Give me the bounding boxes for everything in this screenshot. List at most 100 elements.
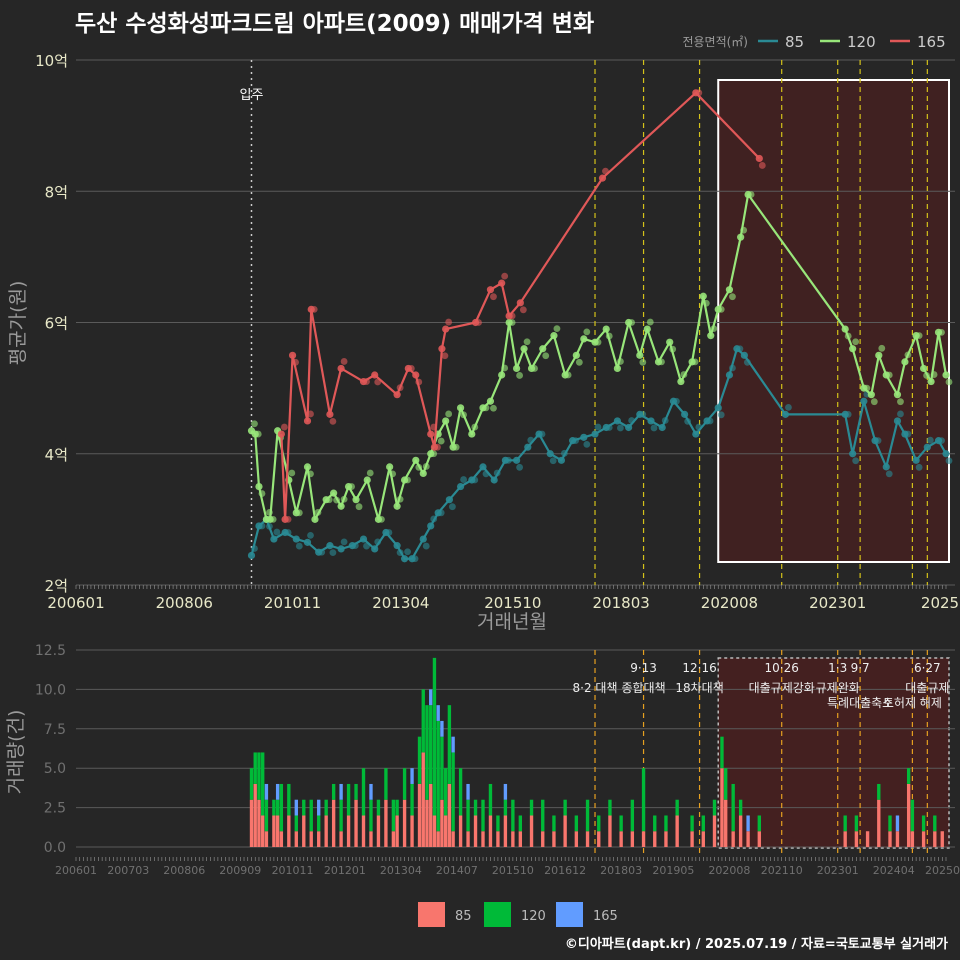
data-point-120 [580, 335, 588, 343]
bar-segment-85 [391, 831, 396, 847]
data-point-85 [393, 542, 401, 550]
transaction-point-120 [639, 358, 647, 366]
transaction-point-120 [269, 515, 277, 523]
transaction-point-120 [437, 437, 445, 445]
transaction-point-85 [363, 542, 370, 550]
bar-segment-85 [261, 815, 265, 847]
bar-segment-120 [466, 799, 470, 832]
bar-segment-120 [541, 799, 545, 832]
y-axis-title-bottom: 거래량(건) [5, 710, 27, 795]
bar-segment-120 [585, 799, 590, 832]
data-point-120 [363, 476, 371, 484]
policy-date-label: 10·26 [765, 661, 799, 675]
transaction-point-85 [527, 436, 535, 444]
data-point-120 [539, 345, 547, 353]
data-point-120 [330, 489, 338, 497]
policy-date-label: 1·3 [828, 661, 847, 675]
transaction-point-85 [729, 364, 736, 372]
bar-segment-85 [731, 831, 735, 847]
transaction-point-120 [729, 293, 736, 301]
policy-name-label: 종합대책 [621, 680, 665, 695]
transaction-point-120 [863, 384, 871, 392]
bar-segment-120 [608, 799, 612, 816]
transaction-point-165 [280, 423, 288, 431]
x-tick-label-bottom: 200601 [55, 864, 97, 877]
bar-segment-85 [865, 831, 870, 847]
x-tick-label-bottom: 201510 [492, 864, 534, 877]
transaction-point-85 [572, 437, 580, 445]
data-point-85 [419, 535, 427, 543]
y-tick-label: 10억 [35, 52, 68, 70]
transaction-point-120 [254, 430, 262, 438]
bar-segment-120 [933, 815, 937, 832]
transaction-point-120 [501, 364, 509, 372]
data-point-85 [427, 522, 435, 530]
bar-segment-85 [529, 815, 534, 847]
transaction-point-120 [508, 319, 516, 326]
transaction-point-120 [617, 358, 624, 365]
data-point-85 [714, 404, 722, 412]
bar-segment-120 [552, 815, 556, 832]
move-in-label: 입주 [240, 88, 264, 103]
data-point-120 [303, 463, 312, 471]
bar-segment-85 [488, 815, 493, 847]
data-point-85 [513, 456, 521, 464]
bar-segment-120 [391, 799, 396, 832]
legend-label-bottom-120: 120 [521, 909, 546, 924]
transaction-point-85 [295, 542, 303, 550]
bar-segment-120 [529, 799, 534, 816]
transaction-point-165 [508, 312, 516, 320]
bar-segment-85 [720, 768, 724, 847]
transaction-point-85 [673, 397, 680, 405]
bar-segment-120 [425, 705, 429, 800]
x-tick-label-bottom: 200909 [219, 864, 261, 877]
transaction-point-120 [314, 508, 322, 516]
data-point-120 [841, 325, 849, 333]
chart-title: 두산 수성화성파크드림 아파트(2009) 매매가격 변화 [75, 11, 595, 37]
bar-segment-120 [451, 752, 455, 832]
transaction-point-85 [736, 345, 744, 353]
data-point-120 [875, 351, 883, 359]
bar-segment-165 [429, 689, 433, 706]
data-point-120 [613, 364, 622, 373]
transaction-point-120 [355, 503, 363, 511]
data-point-165 [438, 345, 446, 353]
bar-segment-120 [429, 705, 433, 784]
data-point-85 [692, 430, 700, 438]
bar-segment-120 [518, 815, 523, 832]
bar-segment-85 [309, 831, 313, 847]
data-point-165 [427, 430, 435, 438]
bar-segment-85 [910, 831, 915, 847]
transaction-point-120 [702, 299, 710, 307]
bar-segment-165 [264, 783, 269, 800]
bar-segment-120 [317, 815, 321, 832]
data-point-120 [456, 404, 465, 412]
transaction-point-120 [680, 371, 688, 378]
transaction-point-85 [374, 538, 382, 546]
x-tick-label-bottom: 201905 [652, 864, 694, 877]
bar-segment-85 [369, 831, 373, 847]
bar-segment-85 [249, 799, 254, 847]
transaction-point-85 [926, 436, 934, 444]
data-point-85 [303, 538, 312, 546]
data-point-120 [550, 332, 558, 340]
bar-segment-85 [466, 831, 470, 847]
x-tick-label-bottom: 201201 [324, 864, 366, 877]
transaction-point-120 [904, 351, 912, 359]
transaction-point-85 [885, 470, 893, 478]
bar-segment-120 [731, 783, 735, 832]
transaction-point-85 [251, 545, 258, 552]
bar-segment-165 [436, 705, 440, 721]
data-point-165 [277, 430, 285, 438]
transaction-point-120 [422, 463, 430, 470]
bar-segment-120 [339, 799, 343, 832]
transaction-point-165 [434, 443, 441, 451]
x-tick-label: 201803 [593, 594, 650, 612]
transaction-point-85 [538, 430, 546, 438]
x-tick-label-bottom: 200806 [163, 864, 205, 877]
data-point-120 [666, 338, 674, 346]
x-tick-label-bottom: 201803 [600, 864, 642, 877]
bar-segment-85 [597, 831, 601, 847]
data-point-85 [400, 555, 409, 563]
x-axis-title: 거래년월 [477, 611, 547, 633]
